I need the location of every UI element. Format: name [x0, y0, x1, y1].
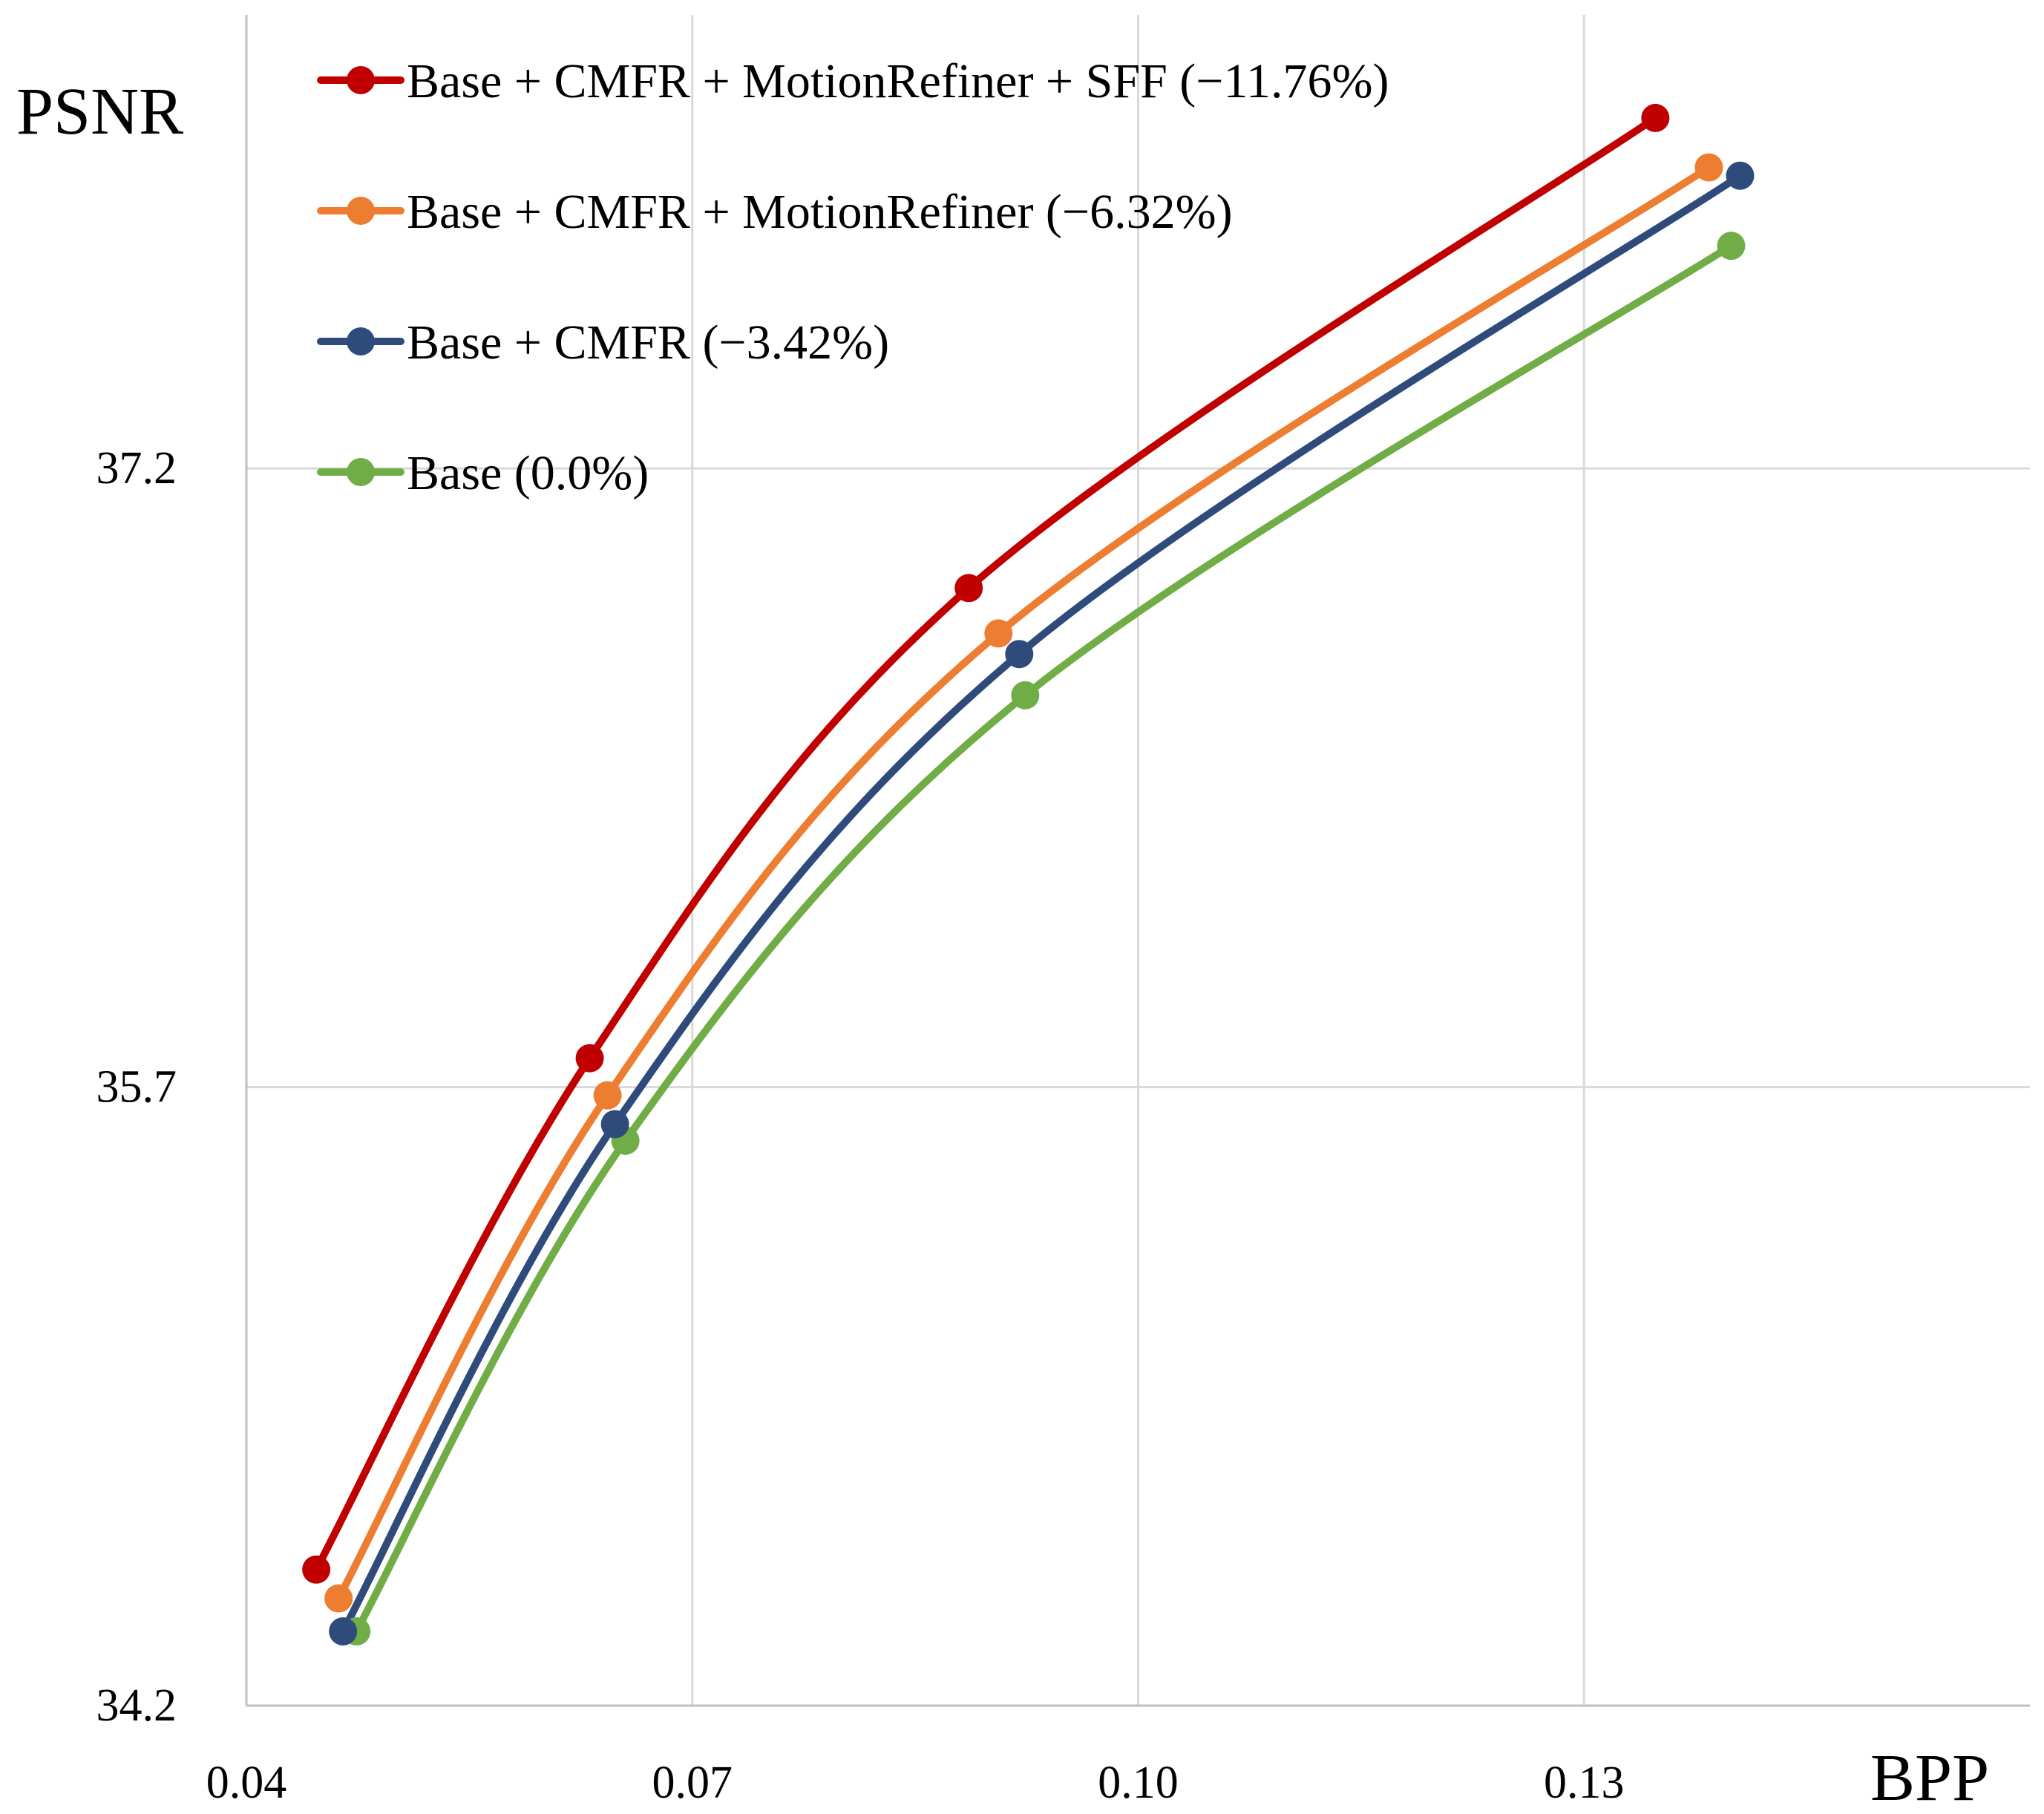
data-point [1726, 161, 1755, 190]
legend-label: Base + CMFR (−3.42%) [407, 315, 889, 370]
legend-item: Base + CMFR (−3.42%) [317, 315, 889, 370]
x-tick-label: 0.13 [1544, 1758, 1625, 1808]
data-point [1005, 640, 1034, 669]
legend-swatch-marker [347, 327, 375, 356]
series-line [339, 171, 1744, 1635]
data-point [1641, 103, 1670, 132]
series-line [312, 114, 1660, 1574]
series-line [335, 163, 1713, 1602]
y-tick-label: 35.7 [96, 1062, 177, 1113]
y-tick-label: 34.2 [96, 1680, 177, 1731]
series-points [302, 103, 1755, 1646]
legend-swatch-marker [347, 66, 375, 94]
x-tick-label: 0.07 [652, 1758, 733, 1808]
series-lines [312, 114, 1744, 1635]
grid-lines [246, 15, 2030, 1706]
x-axis-title: BPP [1870, 1741, 1989, 1814]
data-point [600, 1110, 629, 1139]
legend-swatch-marker [347, 458, 375, 486]
data-point [593, 1081, 622, 1110]
legend-item: Base (0.0%) [317, 446, 649, 500]
y-axis-title: PSNR [16, 75, 183, 148]
legend: Base + CMFR + MotionRefiner + SFF (−11.7… [317, 54, 1389, 500]
data-point [575, 1044, 604, 1073]
legend-item: Base + CMFR + MotionRefiner (−6.32%) [317, 185, 1233, 239]
legend-label: Base + CMFR + MotionRefiner (−6.32%) [407, 185, 1233, 239]
tick-labels: 0.04 0.07 0.10 0.13 34.2 35.7 37.2 [96, 443, 1625, 1808]
legend-item: Base + CMFR + MotionRefiner + SFF (−11.7… [317, 54, 1389, 108]
data-point [324, 1584, 353, 1613]
data-point [1694, 153, 1723, 182]
legend-label: Base + CMFR + MotionRefiner + SFF (−11.7… [407, 54, 1389, 108]
data-point [329, 1617, 358, 1646]
data-point [984, 619, 1013, 648]
legend-swatch-marker [347, 197, 375, 225]
legend-label: Base (0.0%) [407, 446, 649, 500]
y-tick-label: 37.2 [96, 443, 177, 494]
data-point [954, 574, 983, 603]
data-point [1717, 232, 1746, 261]
data-point [1011, 681, 1040, 710]
axes [245, 15, 2030, 1707]
x-tick-label: 0.04 [206, 1758, 287, 1808]
series-line [353, 242, 1735, 1635]
x-tick-label: 0.10 [1098, 1758, 1179, 1808]
data-point [302, 1555, 331, 1584]
